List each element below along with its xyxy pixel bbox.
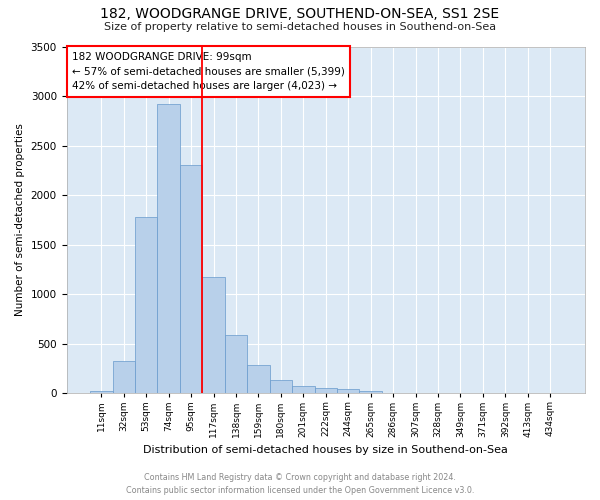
Bar	[314, 388, 337, 394]
Bar	[359, 391, 382, 394]
Y-axis label: Number of semi-detached properties: Number of semi-detached properties	[15, 124, 25, 316]
Bar	[157, 104, 180, 394]
Bar	[135, 218, 157, 394]
X-axis label: Distribution of semi-detached houses by size in Southend-on-Sea: Distribution of semi-detached houses by …	[143, 445, 508, 455]
Bar	[90, 391, 113, 394]
Text: 182, WOODGRANGE DRIVE, SOUTHEND-ON-SEA, SS1 2SE: 182, WOODGRANGE DRIVE, SOUTHEND-ON-SEA, …	[100, 8, 500, 22]
Text: Contains HM Land Registry data © Crown copyright and database right 2024.
Contai: Contains HM Land Registry data © Crown c…	[126, 474, 474, 495]
Bar	[225, 335, 247, 394]
Bar	[180, 166, 202, 394]
Bar	[292, 386, 314, 394]
Bar	[202, 277, 225, 394]
Bar	[113, 360, 135, 394]
Bar	[269, 380, 292, 394]
Bar	[337, 389, 359, 394]
Text: Size of property relative to semi-detached houses in Southend-on-Sea: Size of property relative to semi-detach…	[104, 22, 496, 32]
Text: 182 WOODGRANGE DRIVE: 99sqm
← 57% of semi-detached houses are smaller (5,399)
42: 182 WOODGRANGE DRIVE: 99sqm ← 57% of sem…	[72, 52, 344, 92]
Bar	[247, 364, 269, 394]
